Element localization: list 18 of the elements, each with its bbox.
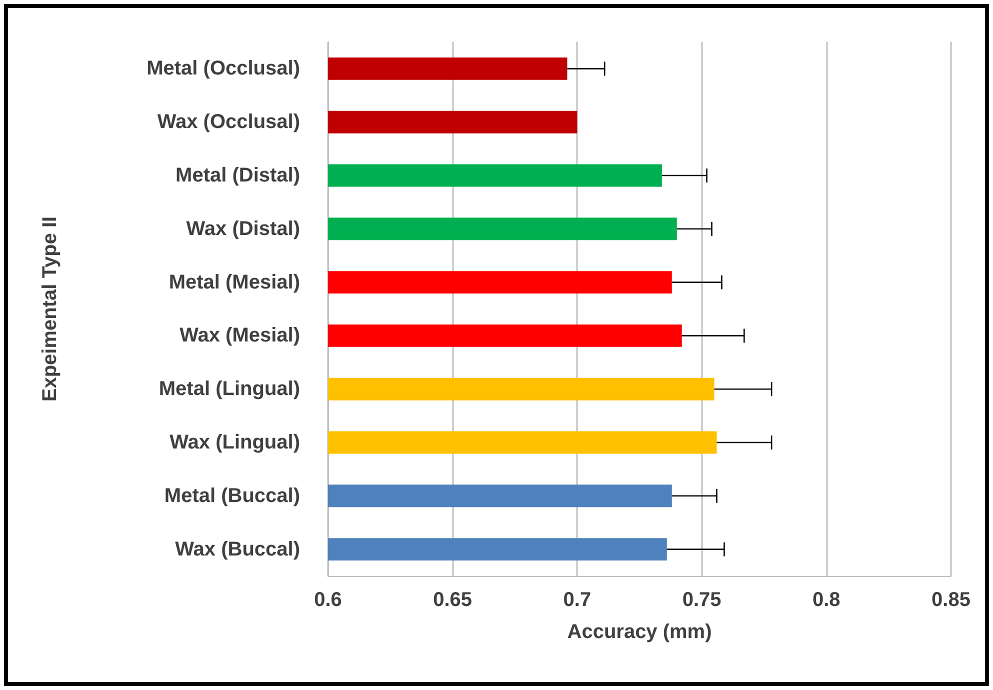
y-tick-label: Wax (Mesial) [180,324,300,347]
x-tick-label: 0.85 [932,589,970,611]
y-tick-label: Metal (Buccal) [164,484,300,507]
x-tick-label: 0.75 [682,589,722,611]
y-tick-label: Wax (Distal) [186,218,300,240]
x-axis-title: Accuracy (mm) [567,621,712,643]
y-tick-label: Wax (Occlusal) [157,111,300,134]
y-axis-title: Expeimental Type II [39,216,61,402]
x-tick-label: 0.8 [812,589,840,611]
y-tick-label: Metal (Occlusal) [146,58,300,80]
x-tick-label: 0.65 [433,589,472,611]
x-tick-label: 0.6 [314,589,342,611]
y-tick-label: Metal (Mesial) [168,271,300,294]
y-tick-label: Wax (Buccal) [175,538,300,560]
y-tick-label: Metal (Distal) [176,164,300,186]
y-tick-label: Wax (Lingual) [170,432,300,454]
x-tick-label: 0.7 [563,589,592,611]
y-tick-label: Metal (Lingual) [158,378,300,400]
